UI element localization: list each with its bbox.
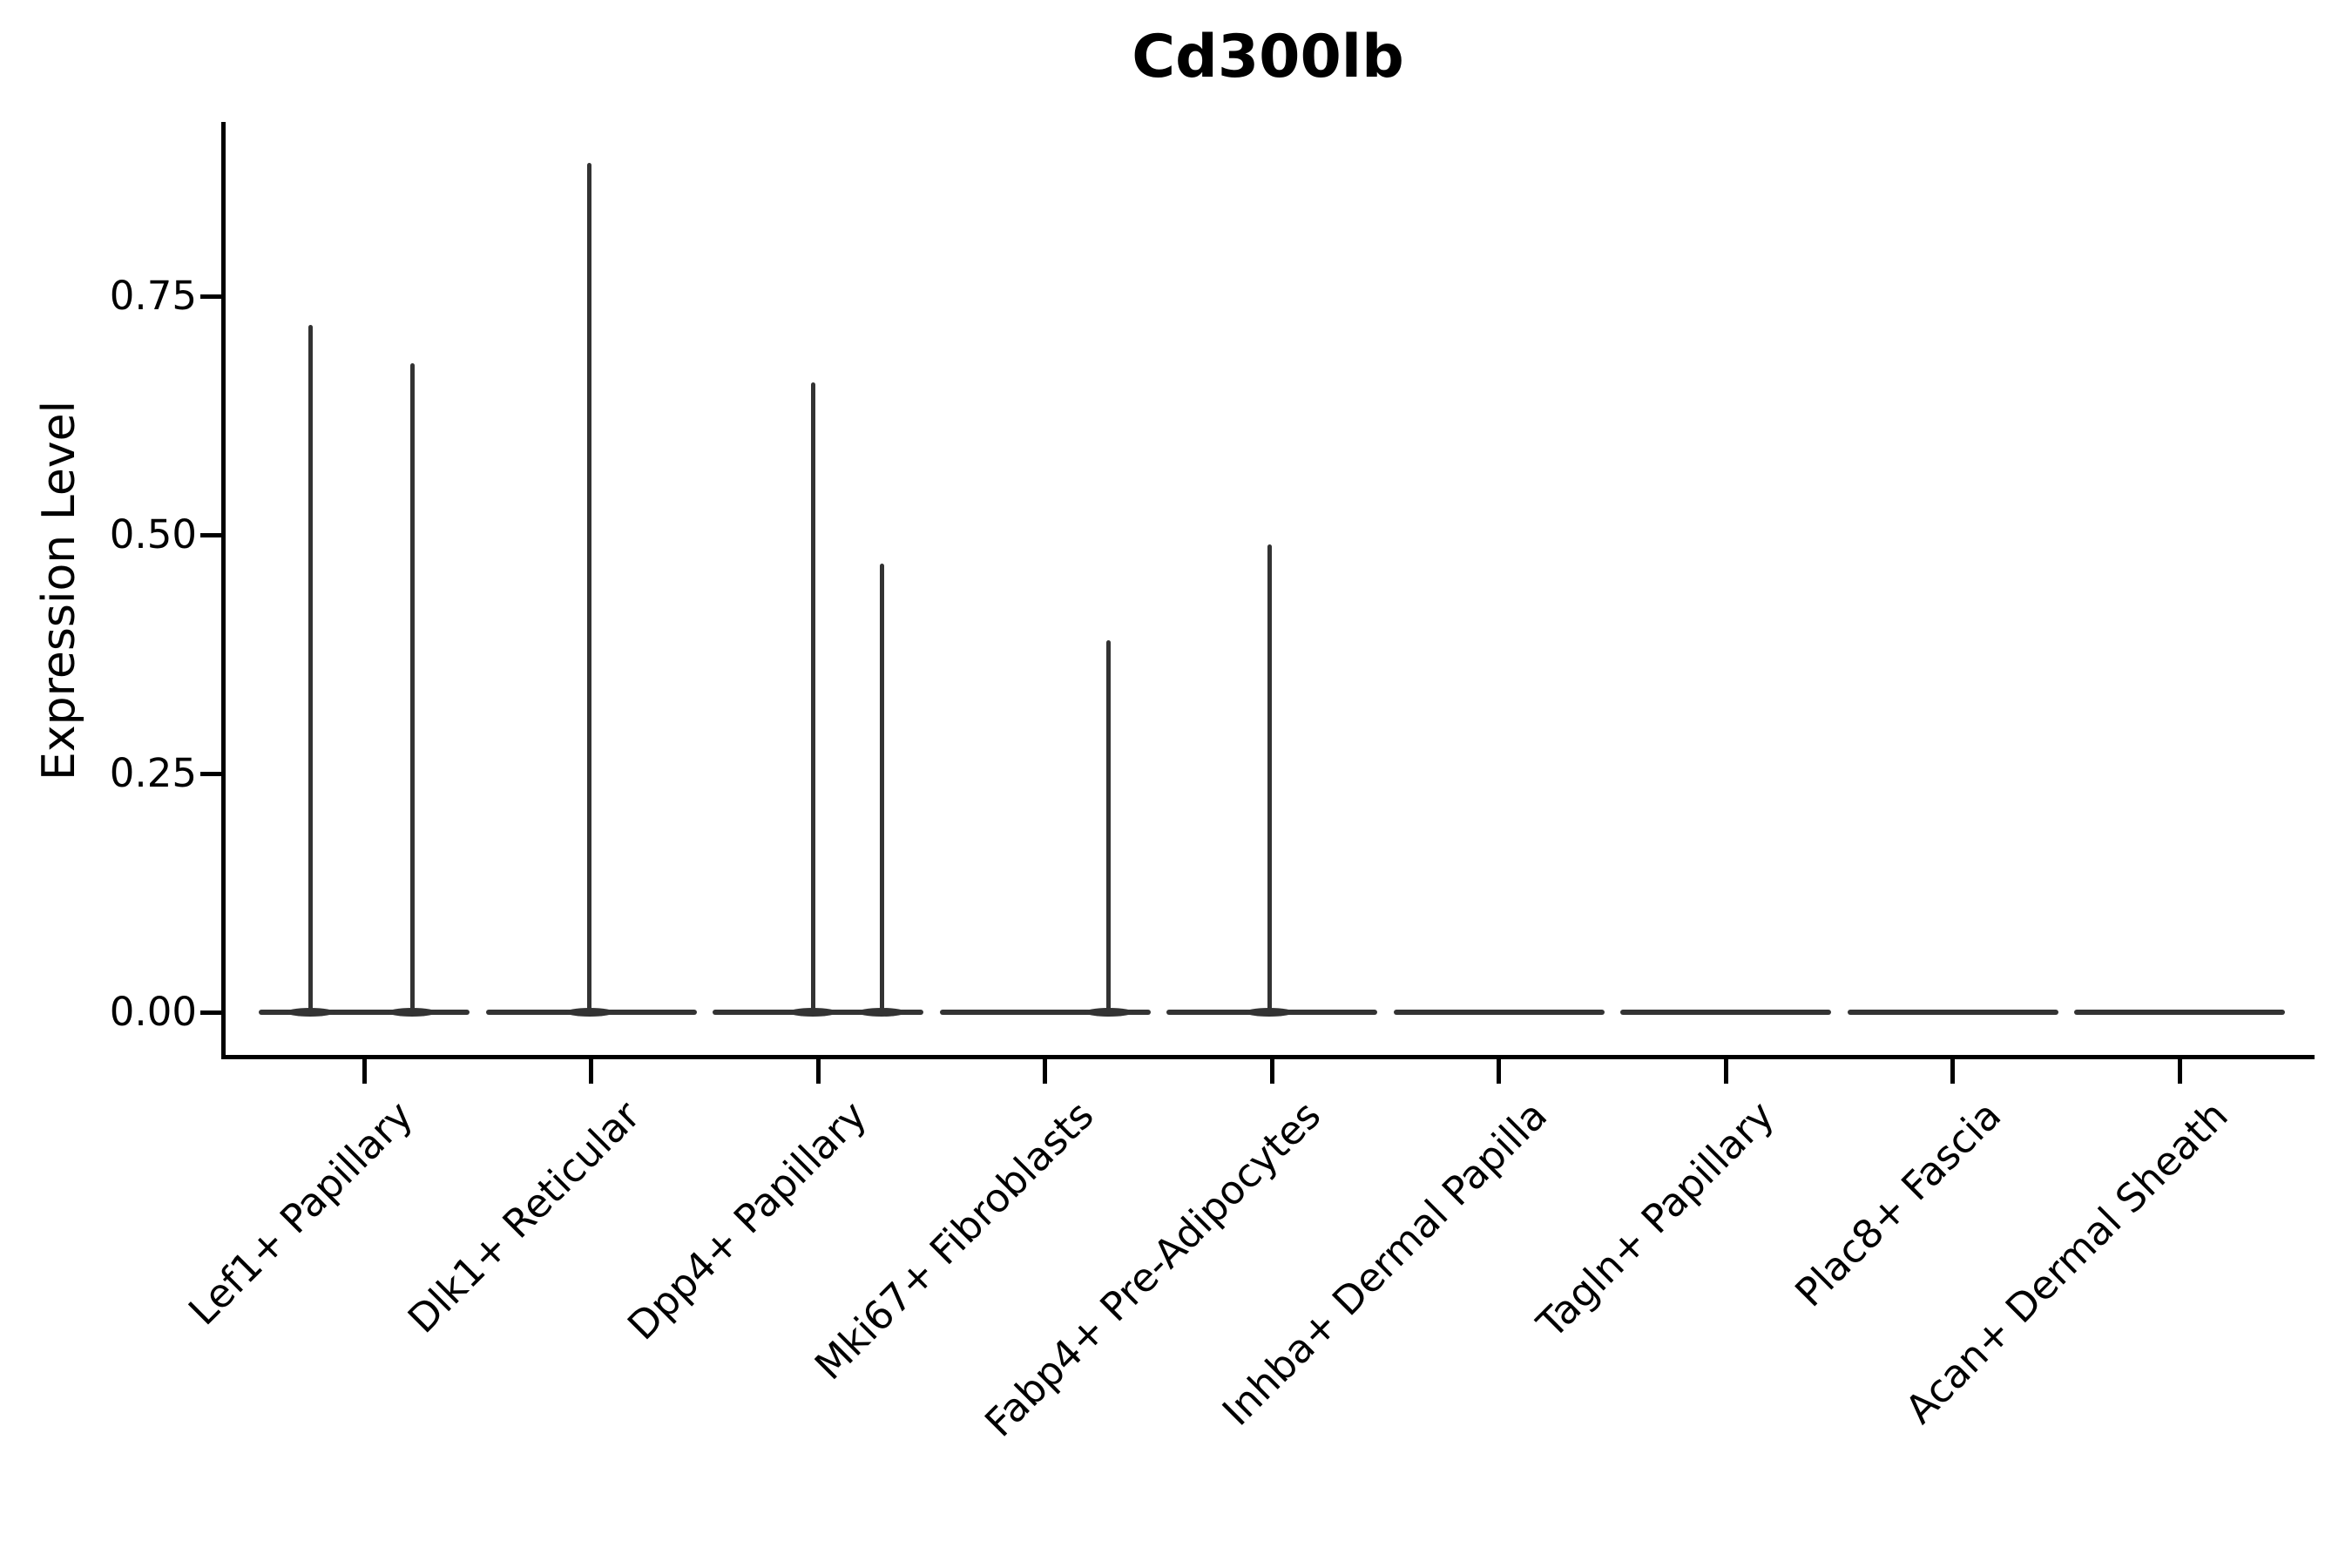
violin-zero-base — [2074, 1010, 2285, 1015]
violin-spike — [1106, 639, 1111, 1015]
x-tick-mark — [589, 1059, 593, 1084]
x-tick-label: Plac8+ Fascia — [1786, 1092, 2011, 1316]
x-tick-label: Dpp4+ Papillary — [618, 1092, 876, 1349]
x-tick-label: Dlk1+ Reticular — [398, 1092, 649, 1342]
y-tick-mark — [200, 532, 221, 537]
violin-spike — [409, 362, 415, 1015]
violin-spike — [879, 563, 884, 1015]
x-tick-label: Lef1+ Papillary — [179, 1092, 422, 1335]
violin-zero-base — [1847, 1010, 2058, 1015]
x-tick-mark — [1269, 1059, 1274, 1084]
y-tick-label: 0.00 — [109, 989, 197, 1035]
x-tick-mark — [362, 1059, 367, 1084]
y-axis-title: Expression Level — [33, 400, 85, 781]
x-tick-mark — [1950, 1059, 1955, 1084]
violin-spike — [308, 324, 313, 1015]
y-tick-label: 0.25 — [109, 750, 197, 796]
violin-zero-base — [939, 1010, 1151, 1015]
violin-spike — [810, 382, 815, 1015]
violin-spike — [1267, 544, 1272, 1015]
x-axis-spine — [221, 1055, 2315, 1059]
y-tick-mark — [200, 294, 221, 299]
x-tick-mark — [1043, 1059, 1047, 1084]
x-tick-mark — [1723, 1059, 1728, 1084]
violin-zero-base — [259, 1010, 470, 1015]
y-tick-label: 0.50 — [109, 511, 197, 558]
violin-zero-base — [1393, 1010, 1605, 1015]
y-tick-mark — [200, 1010, 221, 1015]
y-axis-spine — [221, 122, 226, 1059]
x-tick-mark — [1497, 1059, 1501, 1084]
y-tick-label: 0.75 — [109, 273, 197, 319]
x-tick-mark — [2177, 1059, 2182, 1084]
plot-title: Cd300lb — [1132, 23, 1404, 91]
violin-spike — [587, 162, 591, 1015]
x-tick-label: Tagln+ Papillary — [1528, 1092, 1784, 1348]
violin-zero-base — [1620, 1010, 1831, 1015]
y-tick-mark — [200, 771, 221, 776]
x-tick-mark — [815, 1059, 821, 1084]
